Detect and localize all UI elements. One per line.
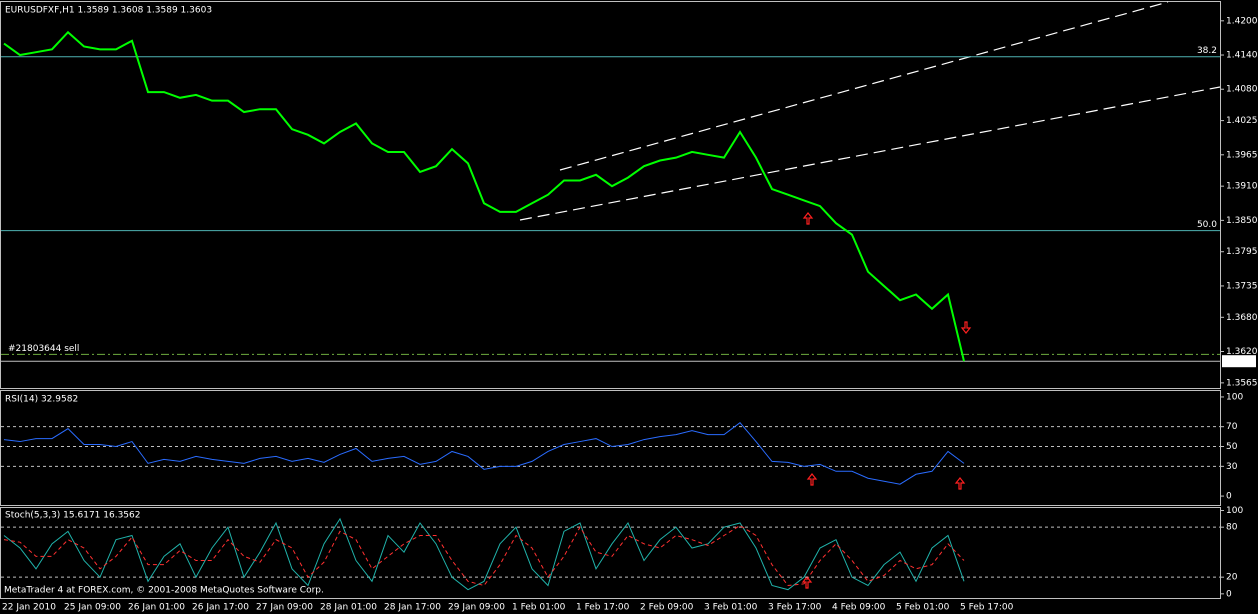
y-tick-label: 1.3620 [1226, 347, 1258, 357]
y-tick-label: 1.4200 [1226, 16, 1258, 26]
y-tick-label: 1.3910 [1226, 182, 1258, 192]
buy-arrow [806, 473, 818, 486]
x-tick-label: 26 Jan 01:00 [128, 603, 185, 613]
y-tick-label: 1.3680 [1226, 313, 1258, 323]
footer: MetaTrader 4 at FOREX.com, © 2001-2008 M… [4, 586, 324, 596]
y-tick-label: 1.3565 [1226, 378, 1258, 388]
buy-arrow [801, 576, 813, 589]
x-tick-label: 3 Feb 17:00 [768, 603, 822, 613]
trendline [519, 86, 1221, 221]
x-tick-label: 5 Feb 01:00 [896, 603, 950, 613]
buy-arrow [802, 212, 814, 225]
x-tick-label: 27 Jan 09:00 [256, 603, 313, 613]
y-tick-label: 100 [1226, 392, 1243, 402]
trendline [559, 1, 1169, 171]
x-tick-label: 2 Feb 09:00 [640, 603, 694, 613]
rsi-title: RSI(14) 32.9582 [5, 395, 78, 405]
chart-title: EURUSDFXF,H1 1.3589 1.3608 1.3589 1.3603 [5, 6, 212, 16]
level-label: 38.2 [1197, 46, 1217, 56]
x-tick-label: 3 Feb 01:00 [704, 603, 758, 613]
y-tick-label: 1.3795 [1226, 247, 1258, 257]
y-tick-label: 30 [1226, 462, 1238, 472]
x-tick-label: 22 Jan 2010 [2, 603, 56, 613]
y-tick-label: 70 [1226, 422, 1238, 432]
y-tick-label: 1.4140 [1226, 51, 1258, 61]
y-tick-label: 100 [1226, 506, 1243, 516]
y-tick-label: 1.4025 [1226, 116, 1258, 126]
y-tick-label: 50 [1226, 442, 1238, 452]
y-tick-label: 0 [1226, 492, 1232, 502]
x-tick-label: 4 Feb 09:00 [832, 603, 886, 613]
y-tick-label: 1.4080 [1226, 85, 1258, 95]
y-tick-label: 80 [1226, 523, 1238, 533]
buy-arrow [954, 477, 966, 490]
y-tick-label: 1.3965 [1226, 150, 1258, 160]
series-line [3, 30, 965, 362]
series-line [3, 517, 965, 591]
series-line [3, 524, 965, 587]
x-tick-label: 1 Feb 01:00 [512, 603, 566, 613]
arrows [801, 212, 972, 589]
last-price-box [1222, 355, 1256, 368]
y-tick-label: 20 [1226, 573, 1238, 583]
last-price-label: 1.3603 [1225, 357, 1257, 367]
series-line [3, 422, 965, 485]
y-tick-label: 1.3735 [1226, 281, 1258, 291]
rsi-panel-frame [0, 390, 1221, 506]
x-tick-label: 25 Jan 09:00 [64, 603, 121, 613]
level-label: #21803644 sell [8, 344, 79, 354]
x-tick-label: 1 Feb 17:00 [576, 603, 630, 613]
stoch-title: Stoch(5,3,3) 15.6171 16.3562 [5, 511, 140, 521]
x-tick-label: 29 Jan 09:00 [448, 603, 505, 613]
x-tick-label: 28 Jan 01:00 [320, 603, 377, 613]
trendlines [519, 1, 1221, 221]
sell-arrow [960, 321, 972, 334]
y-tick-label: 1.3850 [1226, 216, 1258, 226]
stoch-panel-frame [0, 507, 1221, 599]
y-tick-label: 0 [1226, 589, 1232, 599]
x-tick-label: 28 Jan 17:00 [384, 603, 441, 613]
main-panel-frame [0, 1, 1221, 389]
level-label: 50.0 [1197, 220, 1217, 230]
x-tick-label: 26 Jan 17:00 [192, 603, 249, 613]
x-tick-label: 5 Feb 17:00 [960, 603, 1014, 613]
